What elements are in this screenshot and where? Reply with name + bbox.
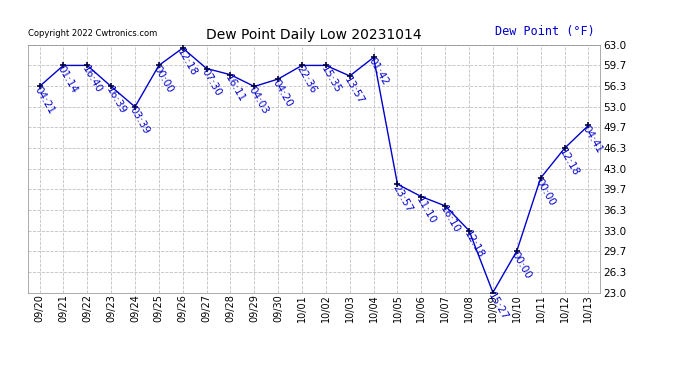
Text: 12:18: 12:18 xyxy=(175,47,199,78)
Text: 04:21: 04:21 xyxy=(32,85,56,116)
Text: 23:57: 23:57 xyxy=(391,183,414,214)
Text: 07:30: 07:30 xyxy=(199,67,223,98)
Text: 12:18: 12:18 xyxy=(558,147,581,178)
Text: 16:11: 16:11 xyxy=(223,73,247,104)
Title: Dew Point Daily Low 20231014: Dew Point Daily Low 20231014 xyxy=(206,28,422,42)
Text: 11:10: 11:10 xyxy=(414,195,437,226)
Text: 04:03: 04:03 xyxy=(247,85,270,116)
Text: 03:39: 03:39 xyxy=(128,105,151,136)
Text: 16:10: 16:10 xyxy=(438,204,462,236)
Text: 15:27: 15:27 xyxy=(486,291,509,322)
Text: 04:41: 04:41 xyxy=(581,124,604,155)
Text: 00:00: 00:00 xyxy=(533,177,557,207)
Text: 15:35: 15:35 xyxy=(319,64,342,95)
Text: 04:20: 04:20 xyxy=(271,78,295,108)
Text: 16:40: 16:40 xyxy=(80,64,104,95)
Text: 16:39: 16:39 xyxy=(104,85,128,116)
Text: 22:36: 22:36 xyxy=(295,64,319,95)
Text: Copyright 2022 Cwtronics.com: Copyright 2022 Cwtronics.com xyxy=(28,28,157,38)
Text: 01:42: 01:42 xyxy=(366,56,390,87)
Text: 13:57: 13:57 xyxy=(342,75,366,106)
Text: 01:14: 01:14 xyxy=(56,64,80,95)
Text: 12:18: 12:18 xyxy=(462,229,486,260)
Text: 00:00: 00:00 xyxy=(509,250,533,280)
Text: 00:00: 00:00 xyxy=(152,64,175,94)
Text: Dew Point (°F): Dew Point (°F) xyxy=(495,25,595,38)
